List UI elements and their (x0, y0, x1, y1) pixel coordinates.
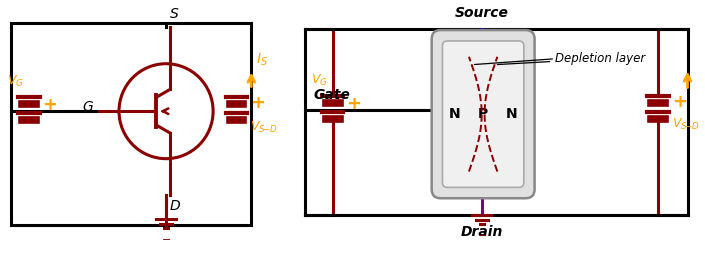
Text: +: + (42, 96, 58, 114)
Text: $V_G$: $V_G$ (310, 73, 327, 88)
Text: $I_S$: $I_S$ (256, 51, 268, 68)
Text: N: N (449, 107, 460, 121)
Text: Drain: Drain (460, 225, 503, 239)
Text: D: D (170, 199, 180, 213)
FancyBboxPatch shape (431, 30, 534, 198)
Text: Gate: Gate (313, 88, 350, 102)
Text: $V_{S\!\!-\!\!D}$: $V_{S\!\!-\!\!D}$ (672, 117, 699, 132)
Text: P: P (478, 107, 489, 121)
Text: $-$: $-$ (161, 233, 171, 243)
Text: +: + (672, 93, 687, 111)
Text: +: + (346, 95, 362, 113)
Text: N: N (505, 107, 517, 121)
Text: $V_{S\!\!-\!\!D}$: $V_{S\!\!-\!\!D}$ (250, 119, 278, 135)
Text: $V_G$: $V_G$ (6, 74, 23, 90)
Text: S: S (170, 7, 179, 21)
Text: Source: Source (455, 6, 508, 20)
Text: Depletion layer: Depletion layer (498, 52, 646, 65)
Text: G: G (82, 100, 94, 114)
Text: +: + (250, 94, 265, 112)
FancyBboxPatch shape (443, 41, 524, 187)
Text: $-$: $-$ (477, 229, 486, 239)
